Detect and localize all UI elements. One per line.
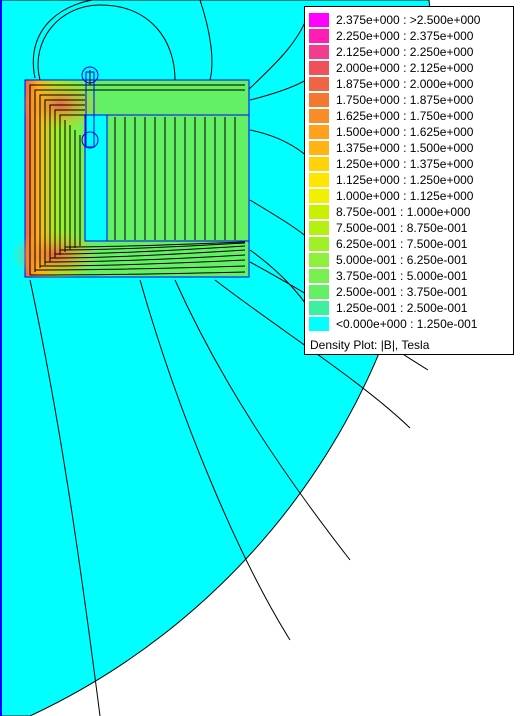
legend-label: 1.000e+000 : 1.125e+000 [336, 189, 474, 203]
legend-item: 1.875e+000 : 2.000e+000 [309, 77, 473, 91]
legend-swatch [309, 109, 329, 123]
legend-swatch [309, 173, 329, 187]
legend-label: 1.750e+000 : 1.875e+000 [336, 93, 474, 107]
legend-label: 5.000e-001 : 6.250e-001 [336, 253, 468, 267]
legend-label: 2.125e+000 : 2.250e+000 [336, 45, 474, 59]
legend-item: 8.750e-001 : 1.000e+000 [309, 205, 470, 219]
legend-item: <0.000e+000 : 1.250e-001 [309, 317, 477, 331]
legend-swatch [309, 301, 329, 315]
legend-item: 2.125e+000 : 2.250e+000 [309, 45, 473, 59]
legend-item: 7.500e-001 : 8.750e-001 [309, 221, 467, 235]
legend-label: 1.375e+000 : 1.500e+000 [336, 141, 474, 155]
core-flux-lines [29, 70, 246, 276]
legend-label: 1.250e-001 : 2.500e-001 [336, 301, 468, 315]
legend-item: 5.000e-001 : 6.250e-001 [309, 253, 467, 267]
legend-item: 2.375e+000 : >2.500e+000 [309, 13, 480, 27]
legend-label: 7.500e-001 : 8.750e-001 [336, 221, 468, 235]
legend-label: 1.250e+000 : 1.375e+000 [336, 157, 474, 171]
legend-swatch [309, 141, 329, 155]
legend-swatch [309, 285, 329, 299]
legend-item: 3.750e-001 : 5.000e-001 [309, 269, 467, 283]
legend-item: 1.000e+000 : 1.125e+000 [309, 189, 473, 203]
legend-label: 1.500e+000 : 1.625e+000 [336, 125, 474, 139]
legend-swatch [309, 205, 329, 219]
legend-label: 1.125e+000 : 1.250e+000 [336, 173, 474, 187]
legend-swatch [309, 13, 329, 27]
legend-item: 2.500e-001 : 3.750e-001 [309, 285, 467, 299]
legend-item: 2.250e+000 : 2.375e+000 [309, 29, 473, 43]
legend-swatch [309, 77, 329, 91]
legend-item: 1.250e+000 : 1.375e+000 [309, 157, 473, 171]
legend-swatch [309, 317, 329, 331]
legend-label: 2.375e+000 : >2.500e+000 [336, 13, 481, 27]
inner-air-slot [84, 114, 108, 242]
legend-swatch [309, 237, 329, 251]
legend-item: 2.000e+000 : 2.125e+000 [309, 61, 473, 75]
window-flux-lines [114, 117, 236, 240]
legend-item: 1.750e+000 : 1.875e+000 [309, 93, 473, 107]
legend-swatch [309, 29, 329, 43]
legend-swatch [309, 221, 329, 235]
legend-caption: Density Plot: |B|, Tesla [310, 338, 430, 352]
legend-label: 2.250e+000 : 2.375e+000 [336, 29, 474, 43]
legend-label: 2.000e+000 : 2.125e+000 [336, 61, 474, 75]
legend-swatch [309, 61, 329, 75]
legend-item: 1.250e-001 : 2.500e-001 [309, 301, 467, 315]
legend-label: 8.750e-001 : 1.000e+000 [336, 205, 471, 219]
coil-window [84, 114, 250, 242]
conductor-slot [81, 66, 99, 149]
legend-swatch [309, 269, 329, 283]
legend-label: 3.750e-001 : 5.000e-001 [336, 269, 468, 283]
legend-label: 1.875e+000 : 2.000e+000 [336, 77, 474, 91]
legend-item: 1.625e+000 : 1.750e+000 [309, 109, 473, 123]
legend-item: 1.125e+000 : 1.250e+000 [309, 173, 473, 187]
legend-label: 2.500e-001 : 3.750e-001 [336, 285, 468, 299]
legend-swatch [309, 45, 329, 59]
legend-label: <0.000e+000 : 1.250e-001 [336, 317, 478, 331]
legend-swatch [309, 157, 329, 171]
legend-item: 6.250e-001 : 7.500e-001 [309, 237, 467, 251]
legend-swatch [309, 189, 329, 203]
density-legend: <0.000e+000 : 1.250e-001 1.250e-001 : 2.5… [304, 6, 514, 355]
legend-label: 6.250e-001 : 7.500e-001 [336, 237, 468, 251]
legend-swatch [309, 93, 329, 107]
legend-item: 1.500e+000 : 1.625e+000 [309, 125, 473, 139]
legend-swatch [309, 253, 329, 267]
legend-item: 1.375e+000 : 1.500e+000 [309, 141, 473, 155]
legend-swatch [309, 125, 329, 139]
legend-label: 1.625e+000 : 1.750e+000 [336, 109, 474, 123]
